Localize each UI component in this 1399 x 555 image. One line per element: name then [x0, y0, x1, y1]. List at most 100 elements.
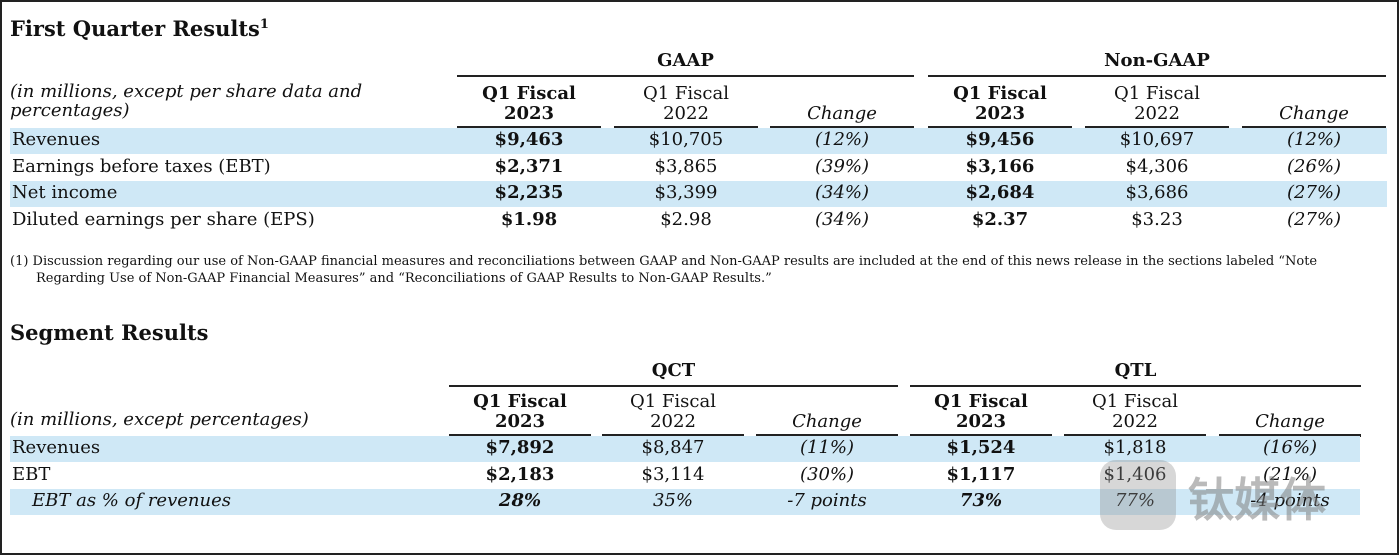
cell: (34%) — [814, 208, 870, 230]
column-rule — [770, 126, 914, 129]
column-header: Change — [1242, 82, 1386, 124]
footnote: (1) Discussion regarding our use of Non-… — [10, 254, 1318, 286]
group-header: GAAP — [657, 50, 714, 71]
column-header-line: Q1 Fiscal — [934, 391, 1028, 412]
cell: 35% — [652, 490, 693, 511]
column-header-line: 2022 — [650, 411, 696, 432]
group-rule — [449, 385, 898, 387]
column-header-line: 2023 — [955, 411, 1007, 432]
cell: $3,166 — [965, 155, 1035, 177]
column-header: Q1 Fiscal 2023 — [457, 82, 601, 124]
cell: (12%) — [814, 129, 870, 150]
row-label: Earnings before taxes (EBT) — [12, 155, 271, 177]
cell: $3,686 — [1125, 182, 1189, 203]
group-rule — [928, 75, 1386, 77]
cell: (34%) — [814, 182, 870, 203]
cell: $2,371 — [494, 155, 564, 177]
column-header-line: Change — [1279, 103, 1349, 124]
cell: (27%) — [1286, 182, 1342, 203]
group-header: Non-GAAP — [1104, 50, 1210, 71]
column-header-line: Q1 Fiscal — [643, 83, 729, 104]
watermark: 钛媒体 — [1188, 473, 1326, 527]
section-title: First Quarter Results1 — [10, 16, 269, 41]
column-rule — [602, 434, 744, 437]
column-header-line: Change — [807, 103, 877, 124]
column-rule — [614, 126, 758, 129]
group-header: QCT — [651, 360, 696, 381]
cell: (16%) — [1262, 437, 1318, 458]
column-header: Q1 Fiscal 2022 — [1085, 82, 1229, 124]
cell: $1,406 — [1103, 463, 1167, 485]
row-label: EBT — [12, 463, 51, 485]
cell: $2,183 — [485, 463, 555, 485]
cell: $2.98 — [660, 208, 712, 230]
cell: $4,306 — [1125, 155, 1189, 177]
row-label: EBT as % of revenues — [32, 490, 231, 511]
cell: (11%) — [799, 437, 855, 458]
cell: $1,818 — [1103, 437, 1167, 458]
cell: (12%) — [1286, 129, 1342, 150]
cell: $2,235 — [494, 182, 564, 203]
column-rule — [928, 126, 1072, 129]
column-header: Q1 Fiscal 2022 — [602, 391, 744, 432]
cell: $3,865 — [654, 155, 718, 177]
cell: (27%) — [1286, 208, 1342, 230]
column-header: Change — [756, 391, 898, 432]
column-rule — [449, 434, 591, 437]
column-header-line: 2023 — [503, 103, 555, 124]
column-rule — [910, 434, 1052, 437]
cell: $8,847 — [641, 437, 705, 458]
column-header-line: Q1 Fiscal — [630, 391, 716, 412]
column-header-line: Change — [792, 411, 862, 432]
watermark-icon — [1100, 460, 1176, 530]
cell: 73% — [959, 490, 1003, 511]
cell: $7,892 — [485, 437, 555, 458]
cell: $9,456 — [965, 129, 1035, 150]
cell: $3,399 — [654, 182, 718, 203]
column-header: Change — [1219, 391, 1361, 432]
column-header: Q1 Fiscal 2022 — [614, 82, 758, 124]
row-label: Revenues — [12, 129, 101, 150]
row-band — [10, 181, 1387, 207]
cell: $10,705 — [648, 129, 724, 150]
row-label: Diluted earnings per share (EPS) — [12, 208, 315, 230]
footnote-ref: 1 — [259, 17, 269, 32]
row-label: Net income — [12, 182, 118, 203]
column-rule — [1219, 434, 1361, 437]
column-header-line: 2022 — [1134, 103, 1180, 124]
group-header: QTL — [1114, 360, 1157, 381]
cell: (39%) — [814, 155, 870, 177]
units-note: (in millions, except per share data and … — [10, 81, 363, 121]
row-band — [10, 128, 1387, 154]
column-header: Change — [770, 82, 914, 124]
cell: 77% — [1114, 490, 1155, 511]
column-header-line: Change — [1255, 411, 1325, 432]
cell: $3.23 — [1131, 208, 1183, 230]
column-header: Q1 Fiscal 2022 — [1064, 391, 1206, 432]
row-label: Revenues — [12, 437, 101, 458]
column-header-line: Q1 Fiscal — [1114, 83, 1200, 104]
column-header-line: 2023 — [974, 103, 1026, 124]
column-rule — [1085, 126, 1229, 129]
section-title: Segment Results — [10, 320, 209, 345]
cell: $9,463 — [494, 129, 564, 150]
cell: (30%) — [799, 463, 855, 485]
column-header-line: Q1 Fiscal — [1092, 391, 1178, 412]
column-rule — [1064, 434, 1206, 437]
cell: $1.98 — [500, 208, 558, 230]
column-header: Q1 Fiscal 2023 — [928, 82, 1072, 124]
group-rule — [910, 385, 1361, 387]
cell: (26%) — [1286, 155, 1342, 177]
cell: (21%) — [1262, 463, 1318, 485]
column-header: Q1 Fiscal 2023 — [449, 391, 591, 432]
row-band — [10, 489, 1360, 515]
cell: $2.37 — [971, 208, 1029, 230]
cell: -7 points — [787, 490, 867, 511]
cell: $2,684 — [965, 182, 1035, 203]
units-note: (in millions, except percentages) — [10, 409, 309, 430]
column-header-line: 2022 — [663, 103, 709, 124]
cell: $3,114 — [641, 463, 705, 485]
cell: $1,117 — [946, 463, 1016, 485]
column-rule — [756, 434, 898, 437]
column-header-line: 2022 — [1112, 411, 1158, 432]
